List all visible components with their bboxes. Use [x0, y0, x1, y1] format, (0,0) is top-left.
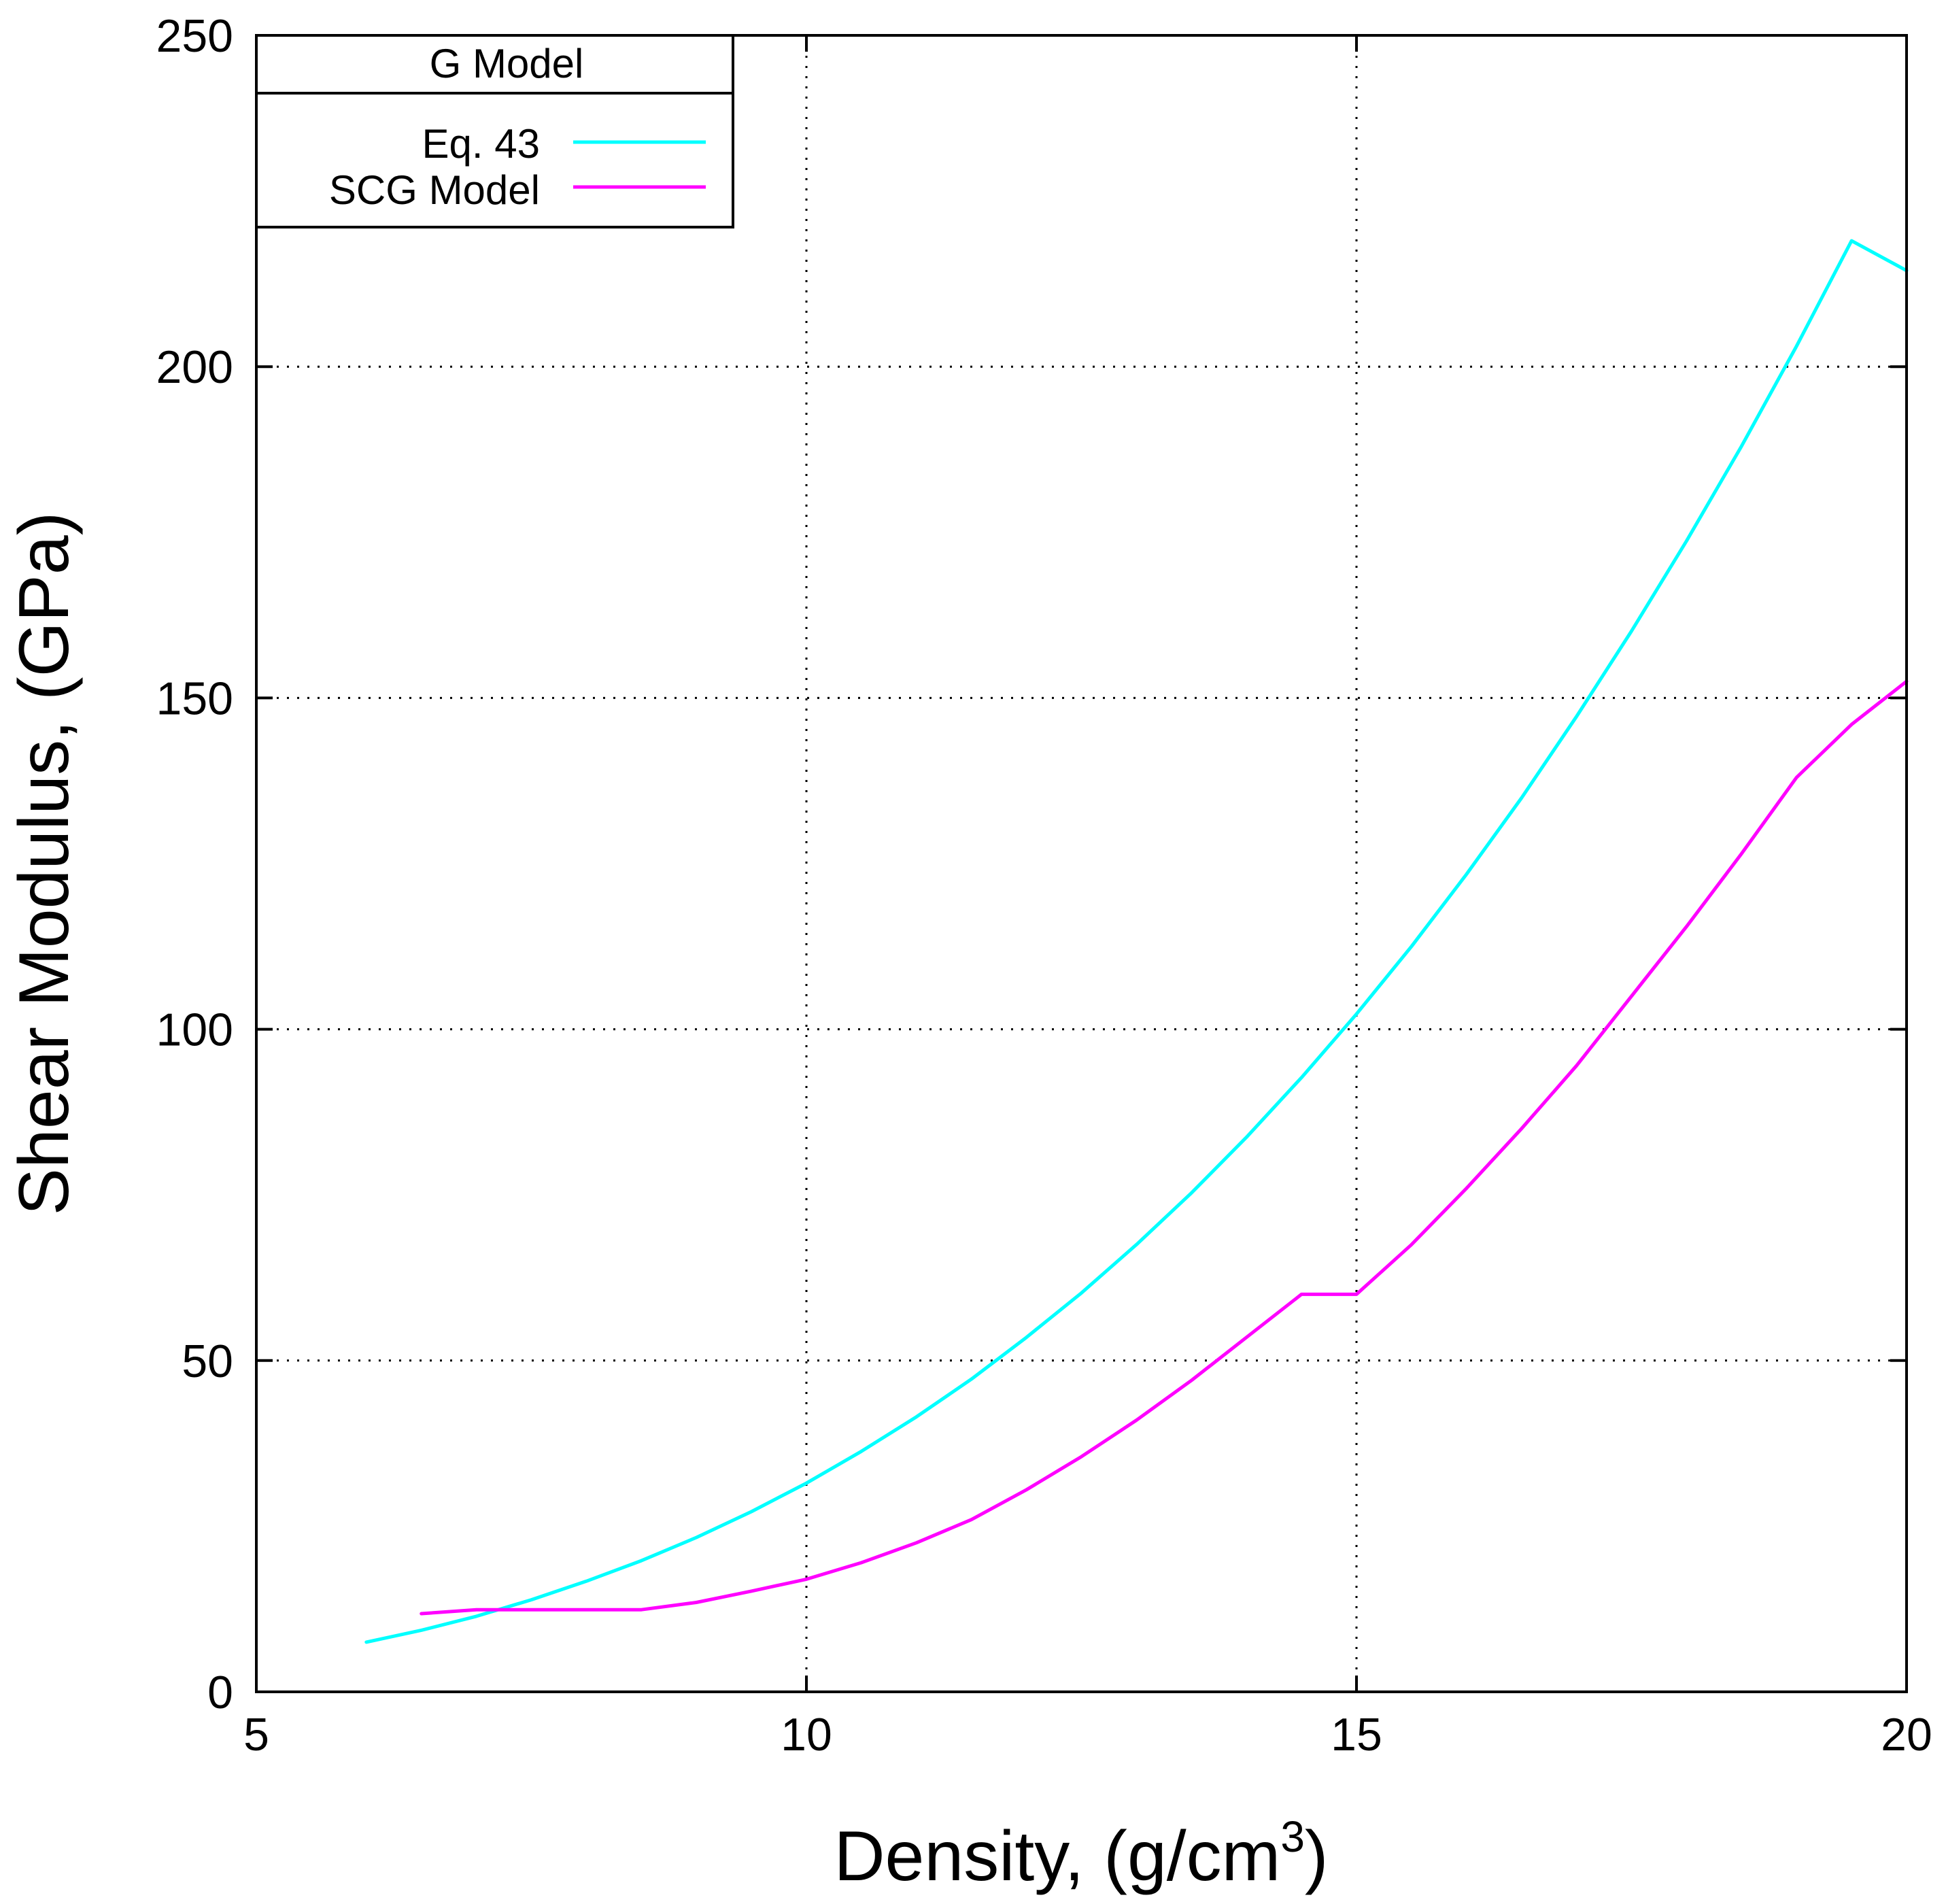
series-line-scg-model	[420, 679, 1909, 1616]
grid-lines	[256, 35, 1907, 1692]
series-line-eq-43	[364, 239, 1909, 1644]
plot-frame	[255, 34, 1908, 1693]
series-lines	[364, 239, 1909, 1644]
legend-label-scg-model: SCG Model	[329, 167, 540, 213]
y-tick-label: 50	[182, 1336, 233, 1387]
x-tick-label: 20	[1881, 1709, 1932, 1761]
legend-title: G Model	[430, 41, 584, 86]
x-axis-title: Density, (g/cm3)	[834, 1812, 1328, 1896]
x-tick-label: 15	[1331, 1709, 1382, 1761]
y-tick-label: 200	[156, 341, 233, 393]
y-axis-title: Shear Modulus, (GPa)	[5, 512, 84, 1216]
y-tick-label: 150	[156, 673, 233, 724]
y-tick-label: 100	[156, 1004, 233, 1056]
x-axis-title-superscript: 3	[1280, 1812, 1305, 1861]
x-tick-label: 10	[781, 1709, 832, 1761]
x-axis-title-suffix: )	[1305, 1817, 1329, 1896]
y-tick-label: 0	[207, 1667, 233, 1718]
legend-label-eq43: Eq. 43	[422, 121, 540, 167]
legend-box	[255, 34, 734, 228]
x-axis-title-main: Density, (g/cm	[834, 1817, 1280, 1896]
y-tick-label: 250	[156, 10, 233, 62]
x-tick-label: 5	[243, 1709, 269, 1761]
legend: G Model Eq. 43 SCG Model	[255, 34, 734, 228]
